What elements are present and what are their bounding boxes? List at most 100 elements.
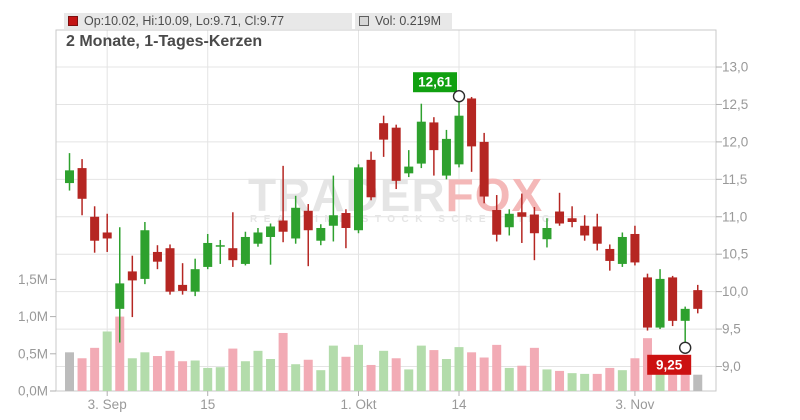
candle[interactable] (266, 223, 276, 265)
candle[interactable] (152, 245, 162, 270)
candle[interactable] (630, 225, 640, 266)
volume-bar[interactable] (240, 361, 250, 391)
volume-bar[interactable] (291, 364, 301, 391)
volume-bar[interactable] (404, 369, 414, 391)
candle[interactable] (592, 213, 602, 251)
volume-bar[interactable] (529, 347, 539, 391)
volume-bar[interactable] (467, 352, 477, 391)
candle[interactable] (492, 195, 502, 242)
candle[interactable] (655, 269, 665, 330)
candle[interactable] (479, 132, 489, 204)
candle[interactable] (140, 222, 150, 285)
candle[interactable] (379, 115, 389, 157)
candle[interactable] (567, 206, 577, 228)
volume-bar[interactable] (517, 365, 527, 391)
candle[interactable] (642, 273, 652, 331)
volume-bar[interactable] (115, 316, 125, 391)
volume-bar[interactable] (90, 347, 100, 391)
volume-bar[interactable] (303, 359, 313, 391)
candle[interactable] (115, 227, 125, 343)
candle[interactable] (102, 213, 112, 252)
candle[interactable] (580, 215, 590, 241)
volume-bar[interactable] (203, 367, 213, 391)
volume-bar[interactable] (328, 345, 338, 391)
volume-bar[interactable] (65, 352, 74, 391)
volume-bar[interactable] (416, 345, 426, 391)
candle[interactable] (291, 195, 301, 244)
volume-bar[interactable] (341, 356, 351, 391)
candle[interactable] (555, 192, 565, 226)
volume-bar[interactable] (617, 370, 627, 391)
volume-bar[interactable] (278, 332, 288, 391)
low-annotation[interactable]: 9,25 (647, 341, 692, 375)
candle[interactable] (693, 284, 703, 314)
candle[interactable] (668, 275, 678, 327)
candle[interactable] (517, 193, 527, 243)
candle[interactable] (77, 159, 87, 216)
volume-bar[interactable] (504, 367, 514, 391)
volume-bar[interactable] (379, 350, 389, 391)
volume-bar[interactable] (630, 358, 640, 391)
volume-bar[interactable] (555, 370, 565, 391)
candle[interactable] (203, 233, 213, 270)
high-annotation[interactable]: 12,61 (413, 72, 466, 103)
candle[interactable] (353, 164, 363, 234)
volume-bar[interactable] (693, 374, 703, 391)
candle[interactable] (529, 207, 539, 261)
volume-bar[interactable] (580, 373, 590, 391)
candle[interactable] (391, 124, 401, 190)
volume-bar[interactable] (77, 358, 87, 391)
candle[interactable] (65, 153, 74, 191)
volume-bar[interactable] (429, 350, 439, 391)
candle[interactable] (605, 244, 615, 271)
candle[interactable] (253, 227, 263, 247)
candle[interactable] (90, 206, 100, 253)
volume-bar[interactable] (190, 360, 200, 391)
candle[interactable] (504, 209, 514, 236)
candle[interactable] (617, 232, 627, 267)
volume-bar[interactable] (479, 357, 489, 391)
candle[interactable] (127, 255, 137, 318)
volume-bar[interactable] (592, 373, 602, 391)
candle[interactable] (429, 117, 439, 176)
candle[interactable] (278, 165, 288, 243)
volume-bar[interactable] (441, 359, 451, 391)
candle[interactable] (328, 175, 338, 242)
volume-bar[interactable] (102, 331, 112, 391)
candle[interactable] (303, 204, 313, 267)
volume-bar[interactable] (542, 369, 552, 391)
volume-bar[interactable] (152, 356, 162, 391)
volume-bar[interactable] (215, 367, 225, 391)
candle[interactable] (366, 151, 376, 201)
candle[interactable] (416, 103, 426, 169)
legend-ohlc[interactable]: Op:10.02, Hi:10.09, Lo:9.71, Cl:9.77 (64, 13, 352, 29)
candle[interactable] (165, 244, 175, 295)
candle[interactable] (178, 263, 188, 295)
volume-bar[interactable] (165, 350, 175, 391)
candle[interactable] (215, 239, 225, 264)
volume-bar[interactable] (353, 344, 363, 391)
candle[interactable] (454, 96, 464, 168)
volume-bar[interactable] (492, 344, 502, 391)
volume-bar[interactable] (680, 360, 690, 391)
volume-bar[interactable] (266, 359, 276, 391)
candle[interactable] (441, 129, 451, 180)
candle[interactable] (190, 258, 200, 297)
candle[interactable] (467, 96, 477, 172)
volume-bar[interactable] (316, 370, 326, 391)
volume-bar[interactable] (228, 348, 238, 391)
candle[interactable] (240, 231, 250, 266)
candle[interactable] (404, 150, 414, 178)
volume-bar[interactable] (391, 358, 401, 391)
volume-bar[interactable] (605, 367, 615, 391)
volume-bar[interactable] (366, 364, 376, 391)
volume-bar[interactable] (567, 373, 577, 391)
volume-bar[interactable] (178, 361, 188, 391)
candle[interactable] (228, 212, 238, 267)
candle[interactable] (341, 209, 351, 249)
candle[interactable] (542, 218, 552, 248)
volume-bar[interactable] (253, 350, 263, 391)
candle[interactable] (316, 224, 326, 246)
legend-volume[interactable]: Vol: 0.219M (355, 13, 452, 29)
